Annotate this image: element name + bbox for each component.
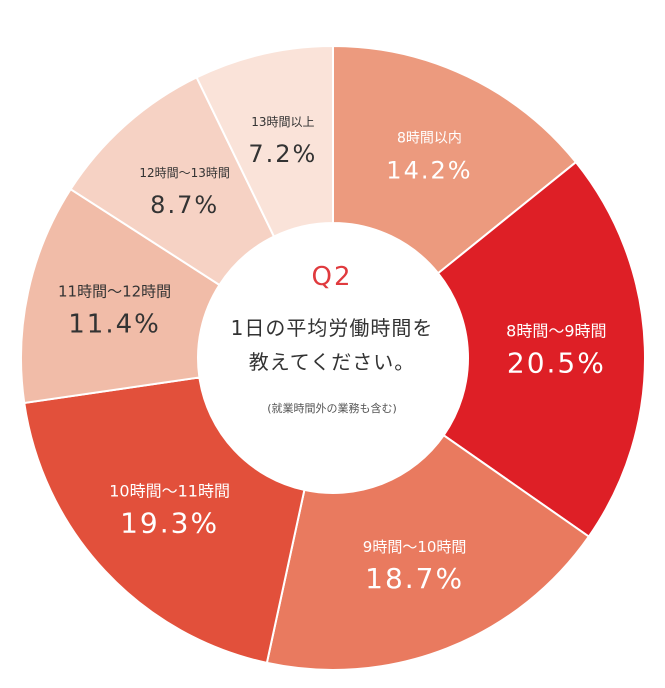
question-number: Q2 xyxy=(311,262,353,292)
slice-category-label: 11時間～12時間 xyxy=(58,283,171,301)
slice-value-label: 14.2% xyxy=(386,156,472,184)
slice-category-label: 8時間以内 xyxy=(397,130,462,146)
donut-center-hole xyxy=(198,223,468,493)
slice-value-label: 11.4% xyxy=(68,310,161,340)
slice-value-label: 7.2% xyxy=(248,140,317,168)
donut-slice xyxy=(265,433,591,671)
slice-value-label: 20.5% xyxy=(507,346,606,379)
question-text-line-2: 教えてください。 xyxy=(248,350,416,374)
slice-category-label: 9時間～10時間 xyxy=(363,538,467,556)
question-note: (就業時間外の業務も含む) xyxy=(267,402,397,415)
slice-value-label: 8.7% xyxy=(150,191,219,219)
slice-category-label: 8時間～9時間 xyxy=(506,321,606,340)
slice-category-label: 12時間～13時間 xyxy=(139,166,230,180)
slice-category-label: 13時間以上 xyxy=(251,115,314,129)
slice-category-label: 10時間～11時間 xyxy=(109,481,230,500)
slice-value-label: 19.3% xyxy=(120,506,219,539)
question-text-line-1: 1日の平均労働時間を xyxy=(230,316,434,340)
slice-value-label: 18.7% xyxy=(365,562,464,595)
